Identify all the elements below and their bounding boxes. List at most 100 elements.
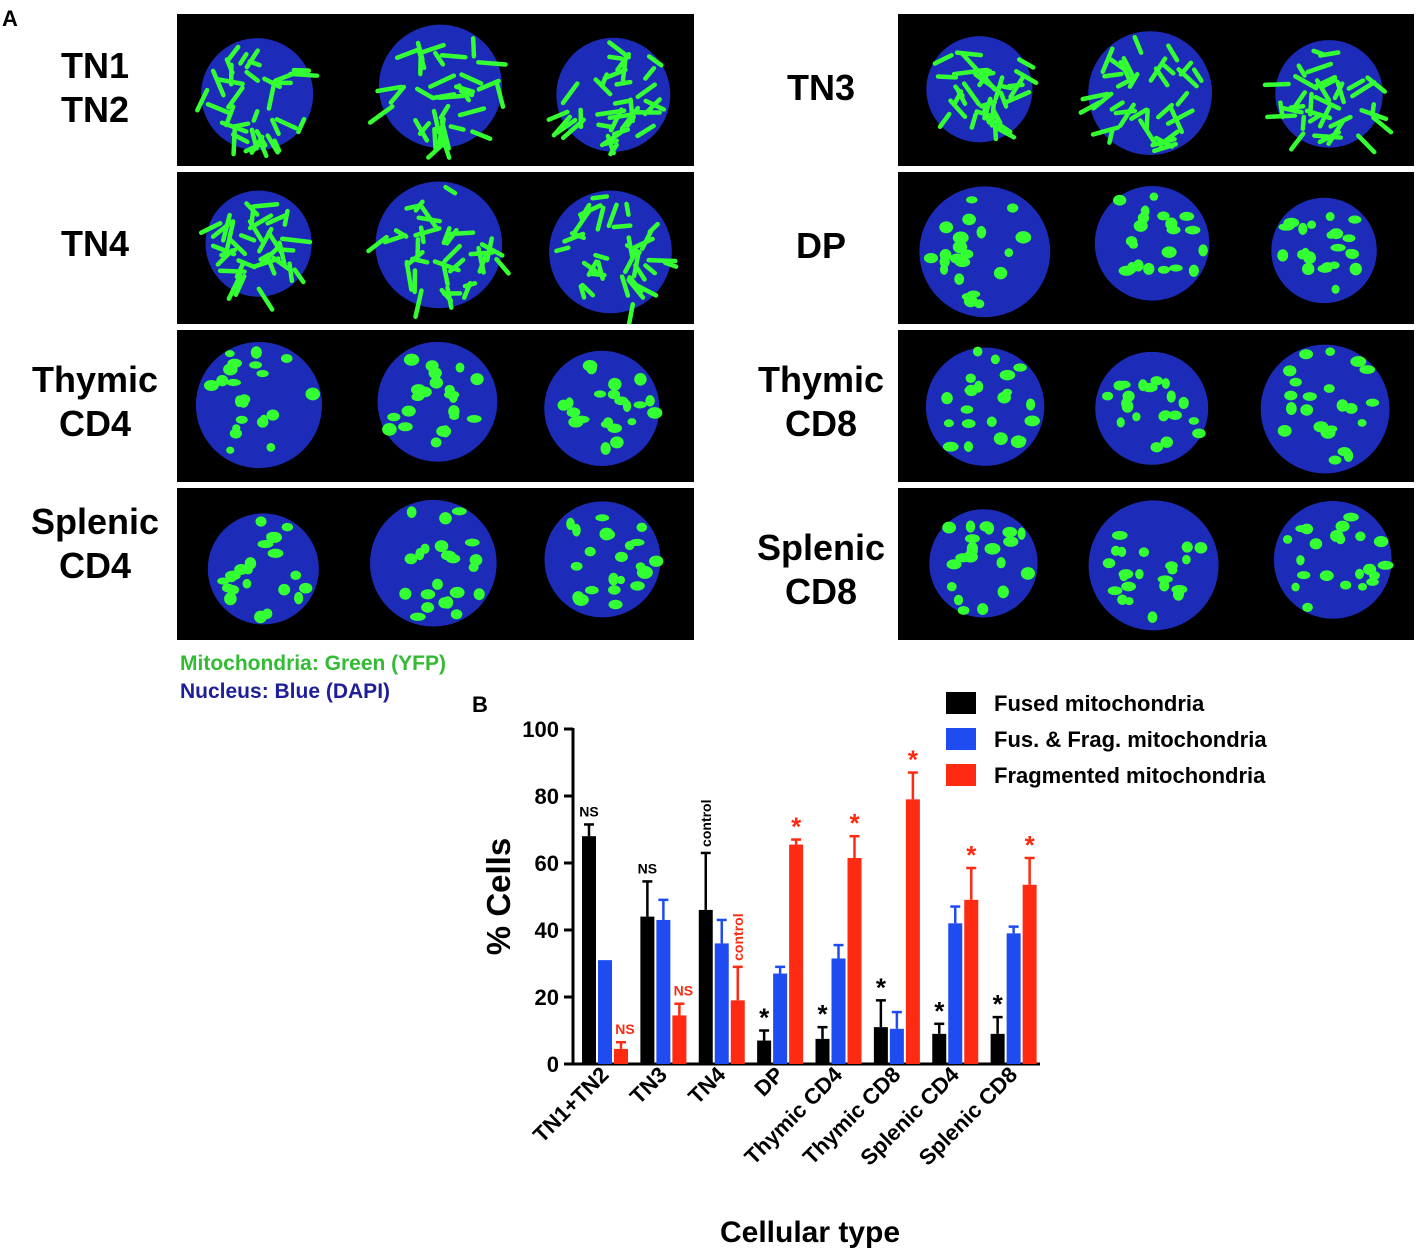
mitochondrion-shape: [1168, 105, 1185, 135]
mitochondrion-shape: [1288, 104, 1306, 110]
mitochondrion-shape: [966, 196, 978, 204]
mitochondrion-shape: [413, 226, 442, 238]
mitochondria-legend: Mitochondria: Green (YFP): [180, 652, 447, 675]
mitochondrion-shape: [439, 53, 468, 60]
mitochondrion-shape: [1179, 211, 1195, 221]
left-row-label-4-line-2: CD4: [58, 545, 132, 586]
mitochondrion-shape: [996, 557, 1006, 569]
mitochondrion-shape: [570, 561, 583, 571]
mitochondrion-shape: [627, 418, 637, 426]
mitochondrion-shape: [1349, 262, 1362, 276]
bar-0-3: [757, 1040, 772, 1064]
mitochondrion-shape: [256, 416, 269, 428]
mitochondrion-shape: [1128, 240, 1139, 249]
mitochondrion-shape: [443, 184, 458, 196]
mitochondrion-shape: [546, 109, 570, 122]
mitochondrion-shape: [624, 201, 631, 217]
mitochondrion-shape: [965, 520, 976, 533]
mitochondrion-shape: [1165, 108, 1195, 126]
mitochondrion-shape: [449, 586, 465, 599]
mitochondrion-shape: [1138, 118, 1158, 146]
mitochondrion-shape: [425, 360, 439, 372]
mitochondrion-shape: [264, 254, 277, 276]
mitochondrion-shape: [1017, 527, 1026, 540]
mitochondrion-shape: [626, 302, 636, 324]
mitochondrion-shape: [993, 75, 1005, 101]
right-row-label-3-line-2: CD8: [784, 403, 858, 444]
mitochondrion-shape: [1370, 102, 1377, 117]
mitochondrion-shape: [1157, 265, 1170, 274]
mitochondrion-shape: [257, 539, 274, 549]
mitochondrion-shape: [1148, 56, 1168, 83]
mitochondrion-shape: [419, 42, 446, 55]
mitochondrion-shape: [256, 286, 275, 312]
mitochondrion-shape: [571, 208, 592, 235]
mitochondrion-shape: [963, 441, 974, 452]
mitochondrion-shape: [234, 563, 249, 575]
annotation: *: [1025, 830, 1036, 860]
nucleus-shape: [1095, 351, 1209, 465]
mitochondrion-shape: [982, 107, 992, 125]
mitochondrion-shape: [1356, 133, 1377, 155]
panel-a-letter: A: [2, 6, 18, 31]
mitochondrion-shape: [476, 78, 501, 92]
mitochondrion-shape: [582, 360, 598, 372]
mitochondrion-shape: [1320, 426, 1336, 439]
mitochondrion-shape: [629, 538, 645, 547]
mitochondrion-shape: [1300, 114, 1307, 132]
mitochondrion-shape: [234, 395, 244, 408]
mitochondrion-shape: [619, 274, 631, 298]
mitochondrion-shape: [1165, 217, 1178, 231]
mitochondrion-shape: [404, 203, 422, 211]
mitochondrion-shape: [599, 130, 623, 148]
mitochondrion-shape: [614, 396, 629, 406]
mitochondrion-shape: [961, 81, 981, 107]
bar-1-6: [948, 923, 963, 1064]
bar-2-3: [789, 844, 804, 1064]
mitochondrion-shape: [1285, 401, 1297, 415]
mitochondrion-shape: [225, 44, 241, 63]
mitochondrion-shape: [1144, 108, 1150, 132]
mitochondrion-shape: [923, 253, 939, 264]
right-row-label-4-line-2: CD8: [784, 571, 858, 612]
mitochondrion-shape: [464, 538, 480, 547]
right-row-label-1: TN3: [736, 66, 906, 110]
mitochondrion-shape: [229, 428, 242, 439]
mitochondrion-shape: [584, 546, 596, 557]
mitochondrion-shape: [224, 104, 236, 128]
mitochondrion-shape: [612, 98, 632, 106]
right-row-label-1-line-1: TN3: [786, 67, 855, 108]
mitochondrion-shape: [294, 591, 304, 605]
mitochondrion-shape: [473, 588, 485, 601]
mitochondrion-shape: [406, 506, 417, 518]
mitochondrion-shape: [1325, 212, 1335, 222]
mitochondrion-shape: [643, 263, 658, 276]
y-axis-label: % Cells: [480, 838, 517, 955]
mitochondrion-shape: [387, 412, 401, 422]
mitochondrion-shape: [602, 67, 628, 81]
mitochondrion-shape: [444, 227, 459, 246]
mitochondrion-shape: [453, 84, 476, 94]
mitochondrion-shape: [1301, 262, 1315, 276]
mitochondrion-shape: [935, 74, 959, 80]
mitochondrion-shape: [608, 142, 619, 157]
mitochondrion-shape: [1345, 248, 1360, 260]
mitochondrion-shape: [649, 555, 664, 567]
mitochondrion-shape: [254, 610, 268, 624]
annotation: *: [817, 999, 828, 1029]
annotation: *: [934, 996, 945, 1026]
mitochondrion-shape: [633, 263, 647, 282]
annotation: control: [730, 913, 746, 960]
mitochondrion-shape: [282, 208, 290, 227]
mitochondrion-shape: [1181, 541, 1193, 553]
mitochondrion-shape: [1343, 449, 1354, 462]
mitochondrion-shape: [217, 268, 247, 274]
mitochondrion-shape: [1150, 376, 1163, 386]
mitochondrion-shape: [588, 271, 607, 278]
mitochondrion-shape: [599, 527, 614, 541]
bar-1-0: [598, 960, 612, 1064]
mitochondrion-shape: [256, 370, 269, 378]
mitochondrion-shape: [267, 548, 284, 559]
mitochondrion-shape: [476, 245, 486, 275]
mitochondrion-shape: [251, 202, 280, 209]
